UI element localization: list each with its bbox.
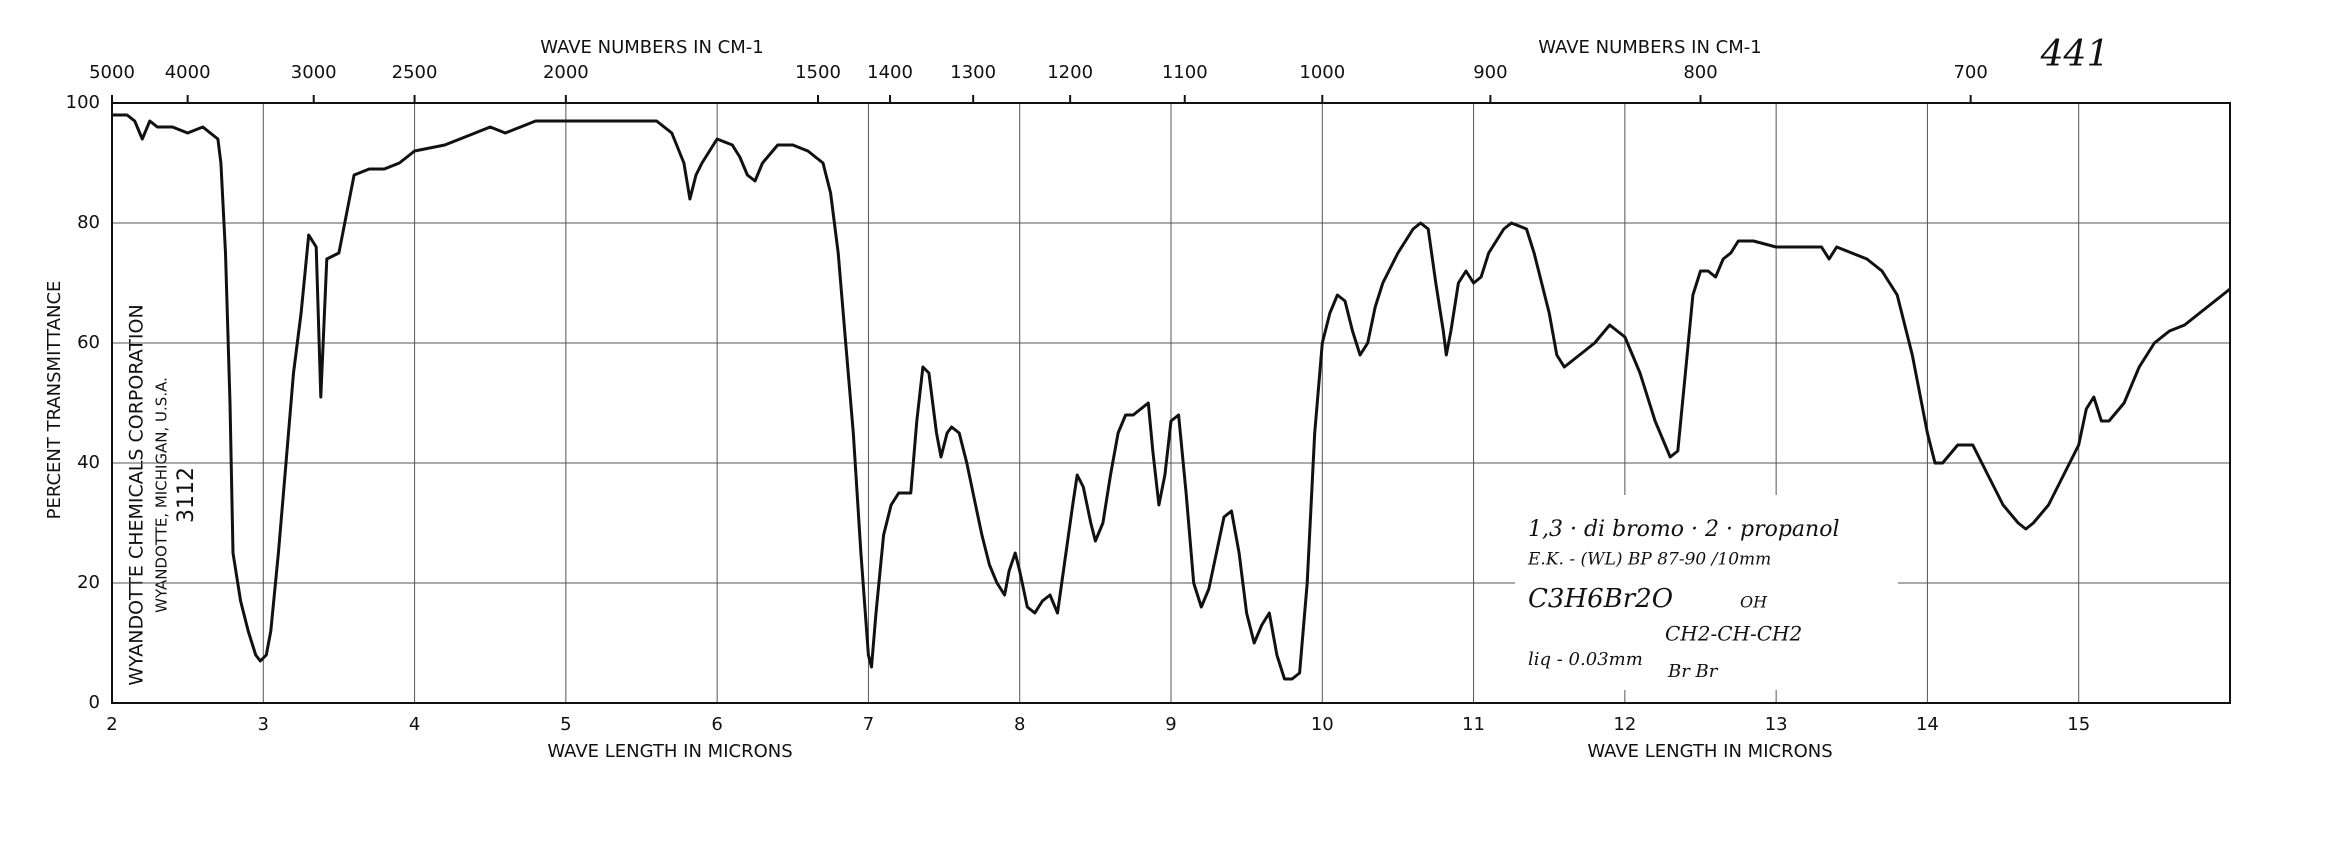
note-br: Br Br (1667, 661, 1719, 682)
x-tick-label: 7 (863, 714, 874, 735)
x2-tick-label: 1500 (795, 62, 841, 83)
x2-tick-label: 4000 (165, 62, 211, 83)
x2-tick-label: 800 (1683, 62, 1717, 83)
sample-note: 1,3 · di bromo · 2 · propanol E.K. - (WL… (1515, 495, 1898, 690)
x2-tick-label: 2000 (543, 62, 589, 83)
maker-name: WYANDOTTE CHEMICALS CORPORATION (126, 304, 148, 685)
x2-tick-label: 1100 (1162, 62, 1208, 83)
x2-tick-label: 1200 (1047, 62, 1093, 83)
x-tick-label: 9 (1165, 714, 1176, 735)
y-tick-label: 80 (77, 212, 100, 233)
x-tick-label: 13 (1765, 714, 1788, 735)
spectrum-line (112, 113, 2231, 681)
x-tick-label: 15 (2067, 714, 2090, 735)
maker-city: WYANDOTTE, MICHIGAN, U.S.A. (153, 377, 171, 613)
plot: 0 20 40 60 80 100 2 3 4 5 6 7 8 9 10 11 12 13 14 15 5000 4000… (66, 62, 2231, 735)
note-structure: CH2-CH-CH2 (1665, 622, 1802, 646)
y-tick-label: 40 (77, 452, 100, 473)
x2-tick-label: 3000 (291, 62, 337, 83)
note-source: E.K. - (WL) BP 87-90 /10mm (1527, 550, 1771, 570)
x-tick-label: 2 (106, 714, 117, 735)
note-name: 1,3 · di bromo · 2 · propanol (1528, 517, 1839, 542)
x2-tick-label: 5000 (89, 62, 135, 83)
x-axis-title: WAVE LENGTH IN MICRONS (547, 741, 792, 762)
x-tick-label: 10 (1311, 714, 1334, 735)
x2-tick-label: 2500 (392, 62, 438, 83)
note-formula: C3H6Br2O (1528, 584, 1673, 614)
x2-tick-label: 900 (1473, 62, 1507, 83)
top-axis-title: WAVE NUMBERS IN CM-1 (540, 37, 763, 58)
y-tick-label: 0 (89, 692, 100, 713)
y-tick-label: 100 (66, 92, 100, 113)
x-tick-label: 3 (258, 714, 269, 735)
x2-tick-label: 1400 (867, 62, 913, 83)
page-number: 441 (2040, 34, 2110, 75)
x2-tick-label: 700 (1953, 62, 1987, 83)
plot-frame (111, 102, 2231, 704)
note-thickness: liq - 0.03mm (1528, 649, 1643, 670)
x2-tick-label: 1000 (1299, 62, 1345, 83)
x2-tick-label: 1300 (950, 62, 996, 83)
y-tick-label: 20 (77, 572, 100, 593)
x-tick-label: 12 (1613, 714, 1636, 735)
x-tick-label: 11 (1462, 714, 1485, 735)
x-tick-label: 8 (1014, 714, 1025, 735)
x-axis-title: WAVE LENGTH IN MICRONS (1587, 741, 1832, 762)
note-box (1515, 495, 1898, 690)
note-oh: OH (1740, 593, 1768, 612)
y-tick-label: 60 (77, 332, 100, 353)
maker-code: 3112 (174, 467, 199, 523)
x-tick-label: 4 (409, 714, 420, 735)
x-tick-label: 14 (1916, 714, 1939, 735)
y-axis-title: PERCENT TRANSMITTANCE (44, 281, 65, 520)
x-tick-label: 5 (560, 714, 571, 735)
top-axis-title: WAVE NUMBERS IN CM-1 (1538, 37, 1761, 58)
x-tick-label: 6 (711, 714, 722, 735)
